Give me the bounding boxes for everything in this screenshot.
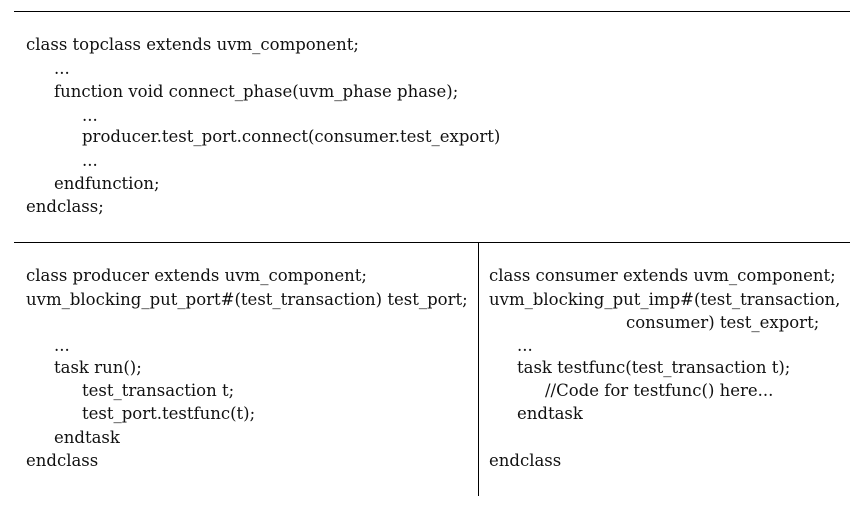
code-line: endtask	[54, 428, 120, 447]
code-line: class consumer extends uvm_component;	[489, 266, 836, 285]
code-line: test_transaction t;	[82, 381, 235, 400]
column-divider-rule	[478, 242, 479, 496]
code-line: ...	[82, 151, 98, 170]
code-line: ...	[54, 59, 70, 78]
code-line: ...	[82, 106, 98, 125]
code-line: ...	[517, 336, 533, 355]
code-line: consumer) test_export;	[626, 313, 820, 332]
code-line: function void connect_phase(uvm_phase ph…	[54, 82, 459, 101]
code-line: endclass	[489, 451, 562, 470]
code-line: ...	[54, 336, 70, 355]
code-line: //Code for testfunc() here...	[545, 381, 774, 400]
code-line: class topclass extends uvm_component;	[26, 35, 359, 54]
top-horizontal-rule	[14, 11, 850, 12]
code-line: uvm_blocking_put_port#(test_transaction)…	[26, 290, 468, 309]
code-line: task testfunc(test_transaction t);	[517, 358, 791, 377]
code-line: task run();	[54, 358, 142, 377]
code-line: test_port.testfunc(t);	[82, 404, 256, 423]
code-line: uvm_blocking_put_imp#(test_transaction,	[489, 290, 841, 309]
code-line: endclass;	[26, 197, 104, 216]
middle-horizontal-rule	[14, 242, 850, 243]
code-line: endclass	[26, 451, 99, 470]
code-line: endtask	[517, 404, 583, 423]
code-line: endfunction;	[54, 174, 160, 193]
code-line: class producer extends uvm_component;	[26, 266, 367, 285]
code-line: producer.test_port.connect(consumer.test…	[82, 127, 501, 146]
